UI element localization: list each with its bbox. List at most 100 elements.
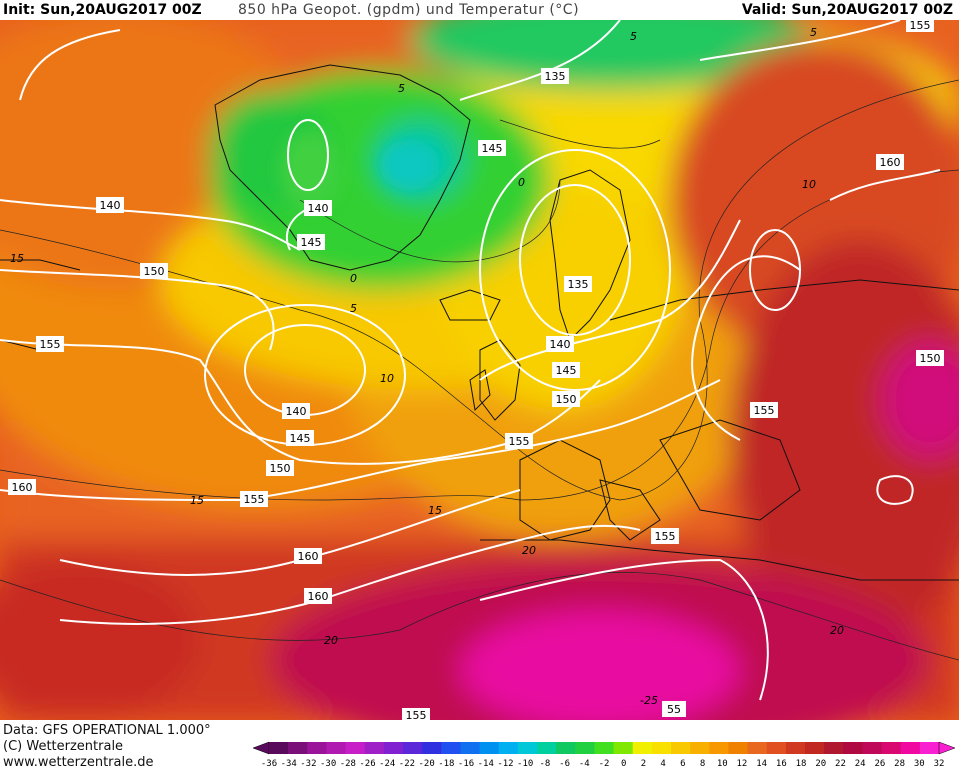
gpdm-label: 155	[651, 528, 679, 544]
svg-text:135: 135	[545, 70, 566, 83]
isotherm-label-group: 5 5 0 15 5 10 15 15 20 20 20 -25 0 10 5	[10, 26, 844, 707]
svg-text:140: 140	[286, 405, 307, 418]
colorbar-tick-label: -30	[320, 759, 336, 769]
colorbar-swatch	[900, 742, 921, 754]
svg-text:140: 140	[308, 202, 329, 215]
svg-text:150: 150	[920, 352, 941, 365]
gpdm-label: 145	[297, 234, 325, 250]
valid-time: Valid: Sun,20AUG2017 00Z	[741, 2, 953, 18]
map-footer: Data: GFS OPERATIONAL 1.000° (C) Wetterz…	[0, 720, 959, 770]
colorbar-tick-label: 30	[914, 759, 925, 769]
gpdm-label: 55	[662, 701, 686, 717]
colorbar-tick-label: 12	[737, 759, 748, 769]
svg-text:160: 160	[12, 481, 33, 494]
colorbar-tick-label: -34	[281, 759, 297, 769]
colorbar-tick-label: 22	[835, 759, 846, 769]
svg-text:155: 155	[655, 530, 676, 543]
colorbar-tick-label: -2	[599, 759, 610, 769]
gpdm-label: 135	[541, 68, 569, 84]
colorbar-tick-label: 4	[660, 759, 665, 769]
colorbar-swatch	[441, 742, 461, 754]
colorbar-swatch	[881, 742, 902, 754]
geopotential-label-group: 135 145 140 145 140 150 155 135 140 145 …	[8, 20, 944, 720]
colorbar-swatch	[422, 742, 442, 754]
isotherms	[0, 79, 959, 661]
colorbar-swatch	[651, 742, 672, 754]
colorbar-tick-label: 26	[874, 759, 885, 769]
svg-text:155: 155	[509, 435, 530, 448]
isotherm-label: 15	[428, 504, 442, 517]
chart-title: 850 hPa Geopot. (gpdm) und Temperatur (°…	[238, 2, 580, 18]
gpdm-label: 140	[546, 336, 574, 352]
copyright: (C) Wetterzentrale	[3, 739, 124, 754]
svg-text:55: 55	[667, 703, 681, 716]
gpdm-label: 150	[140, 263, 168, 279]
colorbar-tick-label: -18	[438, 759, 454, 769]
colorbar-swatch	[383, 742, 404, 754]
gpdm-label: 135	[564, 276, 592, 292]
coastlines	[0, 64, 959, 581]
gpdm-label: 155	[402, 708, 430, 720]
colorbar-swatch	[537, 742, 557, 754]
svg-text:145: 145	[301, 236, 322, 249]
colorbar-tick-label: 32	[934, 759, 945, 769]
colorbar-swatch	[364, 742, 385, 754]
gpdm-label: 155	[750, 402, 778, 418]
svg-text:155: 155	[406, 709, 427, 720]
colorbar-tick-label: -4	[579, 759, 590, 769]
colorbar-tick-label: -20	[419, 759, 435, 769]
gpdm-label: 160	[876, 154, 904, 170]
gpdm-label: 145	[286, 430, 314, 446]
colorbar-tick-label: 28	[894, 759, 905, 769]
colorbar-arrow-low	[252, 741, 270, 755]
isotherm-label: 5	[350, 302, 357, 315]
isotherm-label: 10	[802, 178, 816, 191]
colorbar-tick-label: -24	[379, 759, 395, 769]
colorbar-swatch	[460, 742, 481, 754]
colorbar-swatch	[709, 742, 729, 754]
temperature-field: 135 145 140 145 140 150 155 135 140 145 …	[0, 20, 959, 720]
gpdm-label: 145	[552, 362, 580, 378]
colorbar-swatch	[613, 742, 634, 754]
colorbar-swatch	[269, 742, 289, 754]
colorbar-tick-label: -8	[539, 759, 550, 769]
colorbar-tick-label: 0	[621, 759, 626, 769]
colorbar-swatch	[862, 742, 883, 754]
colorbar-swatch	[517, 742, 538, 754]
colorbar-tick-label: -22	[399, 759, 415, 769]
colorbar-swatch	[690, 742, 710, 754]
colorbar-swatch	[919, 742, 940, 754]
svg-text:145: 145	[290, 432, 311, 445]
colorbar-tick-label: -26	[359, 759, 375, 769]
gpdm-label: 160	[8, 479, 36, 495]
colorbar-tick-label: 8	[700, 759, 705, 769]
svg-text:150: 150	[144, 265, 165, 278]
svg-text:155: 155	[754, 404, 775, 417]
isotherm-label: 10	[380, 372, 394, 385]
colorbar-tick-label: -32	[300, 759, 316, 769]
gpdm-label: 150	[266, 460, 294, 476]
init-time: Init: Sun,20AUG2017 00Z	[3, 2, 202, 18]
svg-text:155: 155	[244, 493, 265, 506]
colorbar-tick-label: -36	[261, 759, 277, 769]
isotherm-label: 15	[10, 252, 24, 265]
gpdm-label: 140	[282, 403, 310, 419]
colorbar-swatch	[345, 742, 366, 754]
isotherm-label: 20	[522, 544, 536, 557]
colorbar-tick-label: -12	[497, 759, 513, 769]
colorbar-tick-label: 16	[776, 759, 787, 769]
svg-text:145: 145	[482, 142, 503, 155]
colorbar-tick-label: -14	[478, 759, 494, 769]
website-url: www.wetterzentrale.de	[3, 755, 154, 770]
svg-text:140: 140	[100, 199, 121, 212]
gpdm-label: 150	[916, 350, 944, 366]
colorbar-swatch	[326, 742, 347, 754]
colorbar-swatch	[824, 742, 844, 754]
gpdm-label: 160	[304, 588, 332, 604]
svg-text:150: 150	[556, 393, 577, 406]
isotherm-label: 0	[350, 272, 357, 285]
colorbar-swatch	[498, 742, 519, 754]
isotherm-label: 20	[324, 634, 338, 647]
gpdm-label: 155	[36, 336, 64, 352]
colorbar-swatch	[671, 742, 691, 754]
